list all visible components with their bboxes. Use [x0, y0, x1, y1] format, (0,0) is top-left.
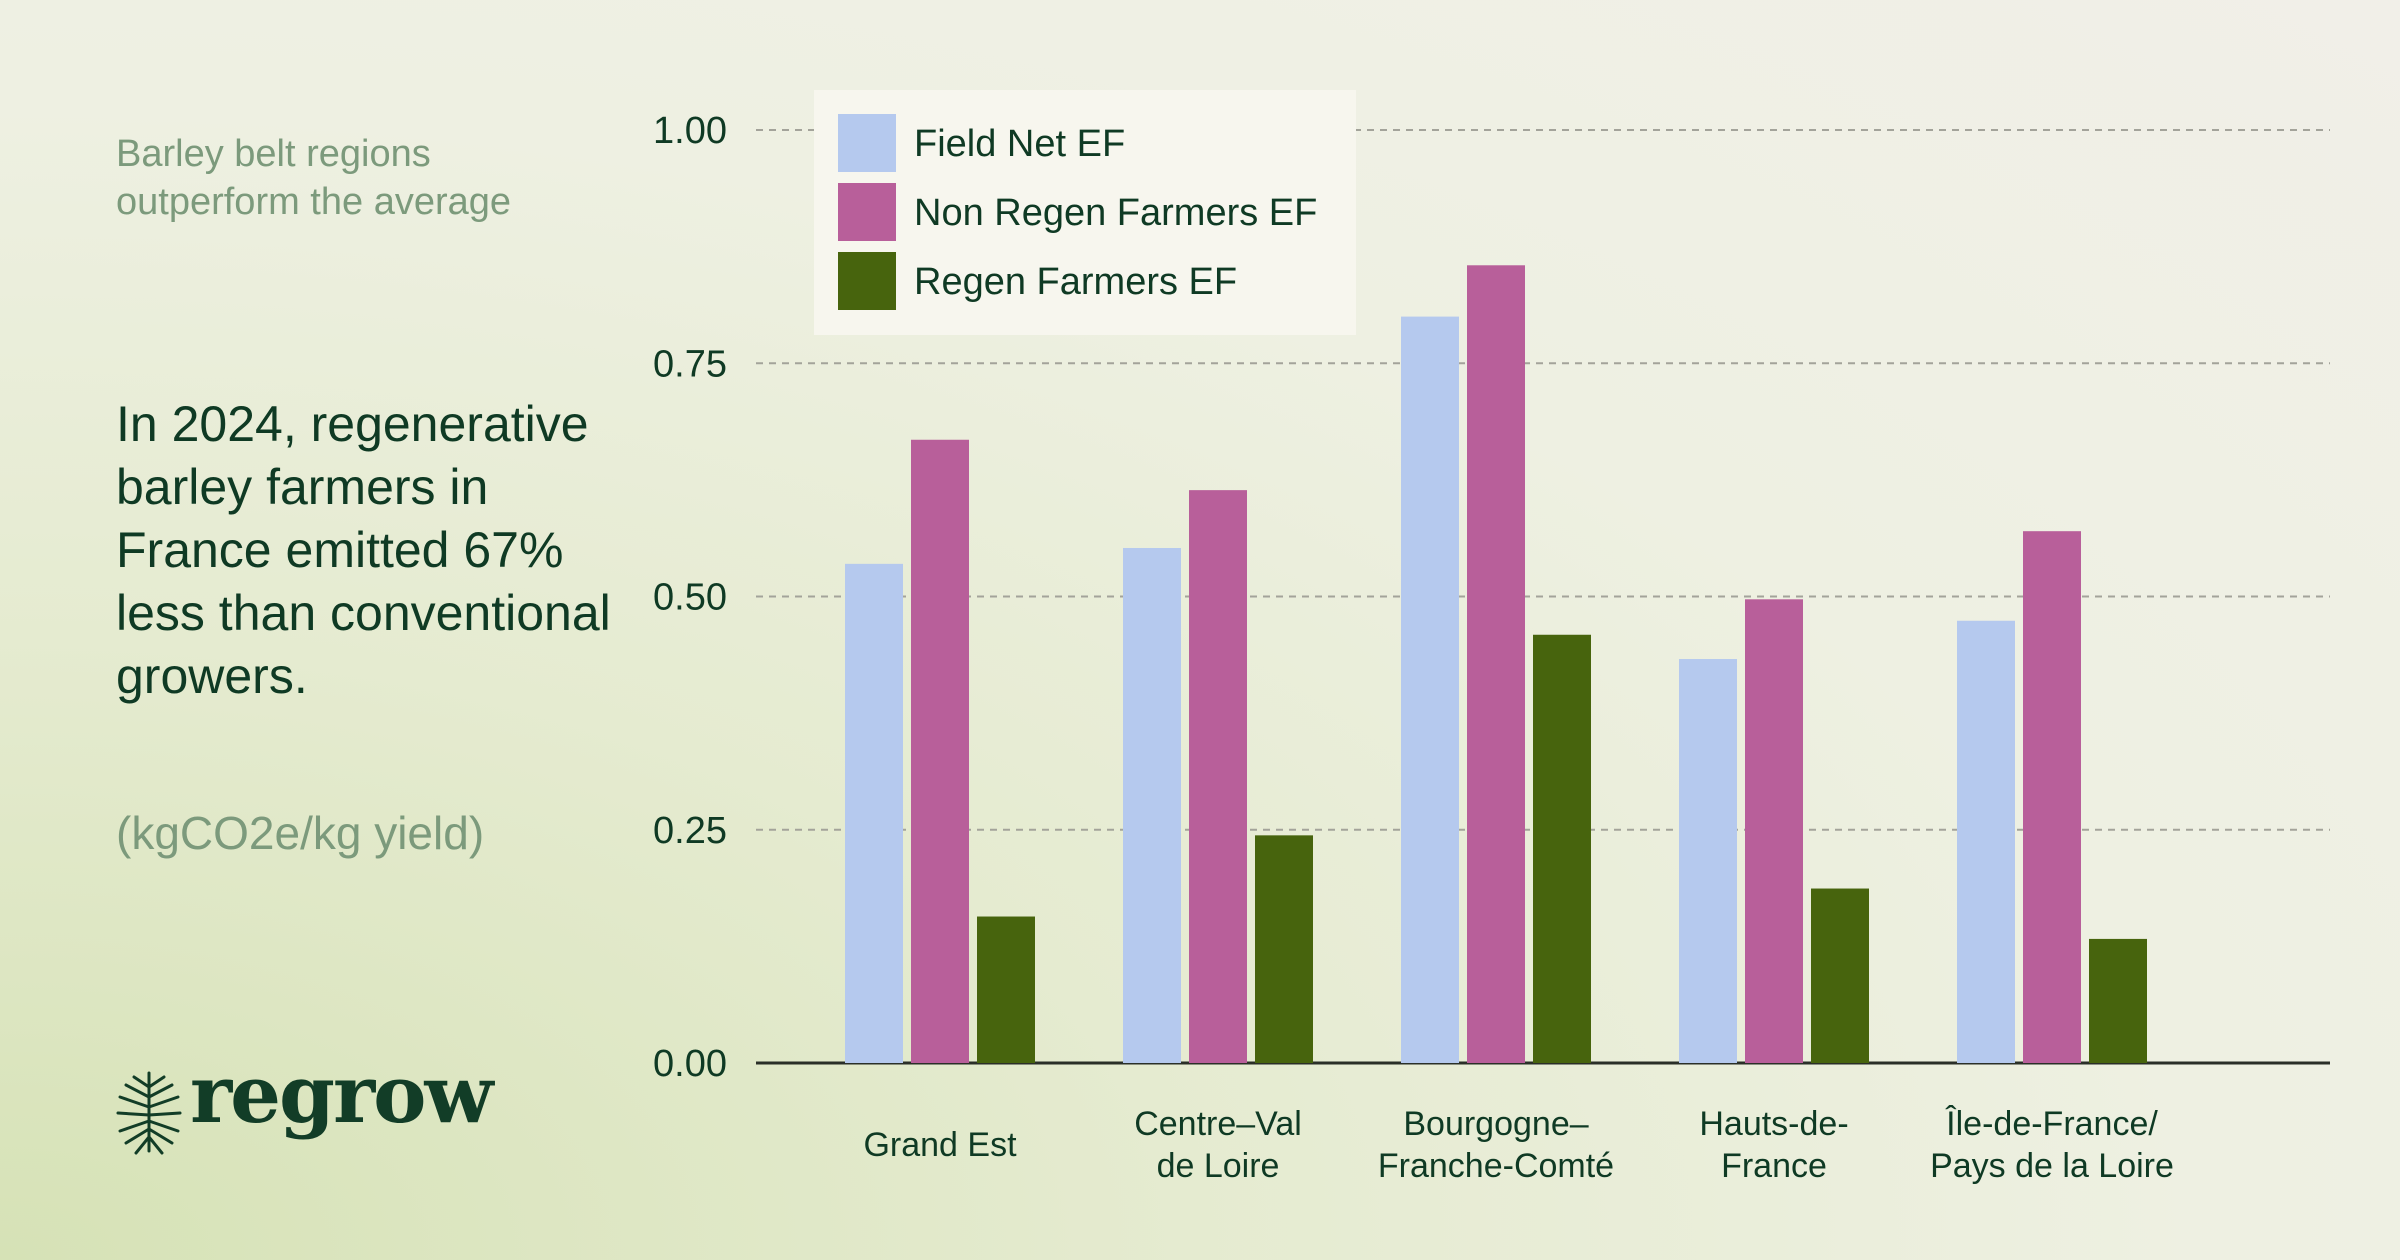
bar [2089, 938, 2147, 1063]
bar [1533, 634, 1591, 1063]
bar [1123, 547, 1181, 1063]
bar [1745, 599, 1803, 1063]
legend-label: Regen Farmers EF [914, 261, 1237, 303]
brand-name: regrow [190, 1047, 493, 1141]
x-category-line: de Loire [1157, 1147, 1280, 1185]
legend-box [814, 90, 1356, 335]
bar [1255, 835, 1313, 1063]
x-category-line: Franche-Comté [1378, 1147, 1614, 1185]
tree-roots-icon [116, 1071, 182, 1155]
bar [1679, 659, 1737, 1063]
unit-note: (kgCO2e/kg yield) [116, 807, 485, 859]
y-tick-label: 1.00 [653, 110, 727, 152]
y-tick-label: 0.25 [653, 810, 727, 852]
bar [977, 916, 1035, 1063]
x-category-line: Île-de-France/ [1945, 1105, 2158, 1143]
x-category-line: Bourgogne– [1403, 1105, 1588, 1143]
x-category-label: Bourgogne– Franche-Comté [1378, 1105, 1614, 1185]
bar [1189, 490, 1247, 1063]
y-tick-label: 0.75 [653, 343, 727, 385]
legend-swatch [838, 183, 896, 241]
bar [1957, 620, 2015, 1063]
x-axis: Grand Est Centre–Val de Loire Bourgogne– Fra… [863, 1105, 2173, 1185]
y-tick-label: 0.50 [653, 577, 727, 619]
x-category-line: Centre–Val [1134, 1105, 1302, 1143]
legend-swatch [838, 114, 896, 172]
bar [845, 563, 903, 1063]
x-category-label: Centre–Val de Loire [1134, 1105, 1302, 1185]
legend: Field Net EF Non Regen Farmers EF Regen Fa… [814, 90, 1356, 335]
legend-label: Non Regen Farmers EF [914, 192, 1317, 234]
legend-label: Field Net EF [914, 123, 1125, 165]
bar [1467, 265, 1525, 1063]
legend-swatch [838, 252, 896, 310]
y-axis: 0.00 0.25 0.50 0.75 1.00 [653, 110, 727, 1085]
bar [2023, 531, 2081, 1063]
headline: In 2024, regenerative barley farmers in … [116, 396, 611, 704]
x-category-line: Hauts-de- [1699, 1105, 1848, 1143]
x-category-line: Grand Est [863, 1126, 1017, 1164]
x-category-label: Île-de-France/Pays de la Loire [1930, 1105, 2174, 1185]
bar [1811, 888, 1869, 1063]
bar [911, 439, 969, 1064]
bar [1401, 316, 1459, 1064]
y-tick-label: 0.00 [653, 1043, 727, 1085]
x-category-label: Grand Est [863, 1126, 1017, 1164]
bars [845, 265, 2147, 1064]
subtitle: Barley belt regions outperform the avera… [116, 133, 512, 223]
x-category-line: Pays de la Loire [1930, 1147, 2174, 1185]
x-category-label: Hauts-de- France [1699, 1105, 1848, 1185]
x-category-line: France [1721, 1147, 1827, 1185]
